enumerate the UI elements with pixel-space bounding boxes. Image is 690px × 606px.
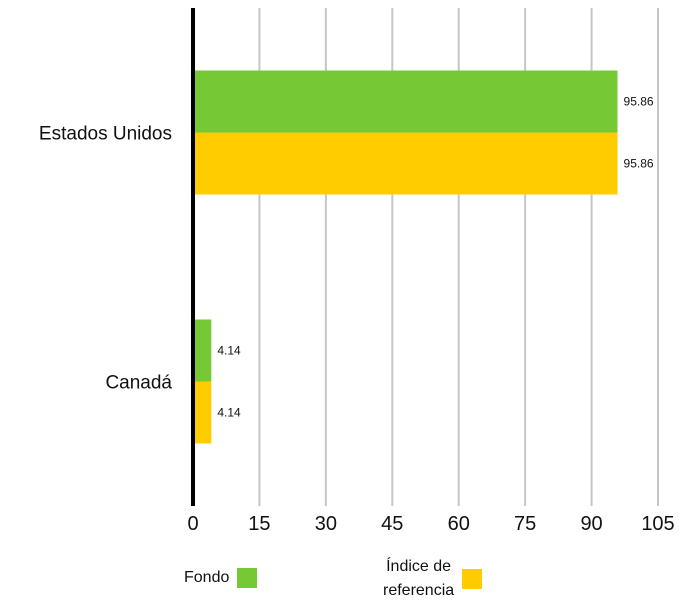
legend-item-indice: Índice de referencia xyxy=(383,555,483,603)
category-label: Canadá xyxy=(105,373,172,394)
x-tick-label: 15 xyxy=(248,513,270,535)
data-label: 95.86 xyxy=(624,157,654,171)
legend-label-indice-line1: Índice de xyxy=(386,558,452,575)
x-tick-label: 0 xyxy=(187,513,198,535)
x-tick-label: 90 xyxy=(580,513,602,535)
data-labels: 95.86 95.86 4.14 4.14 xyxy=(217,95,654,420)
x-tick-label: 45 xyxy=(381,513,403,535)
legend-label-indice-line2: referencia xyxy=(383,582,455,599)
category-label: Estados Unidos xyxy=(39,124,172,145)
data-label: 95.86 xyxy=(624,95,654,109)
bar xyxy=(195,381,212,444)
bar xyxy=(195,319,212,382)
bar xyxy=(195,132,618,195)
bar xyxy=(195,70,618,133)
legend-item-fondo: Fondo xyxy=(184,566,258,590)
category-labels: Estados Unidos Canadá xyxy=(39,124,173,394)
legend-label-indice: Índice de referencia xyxy=(383,555,454,603)
data-label: 4.14 xyxy=(217,344,241,358)
x-tick-labels: 0 15 30 45 60 75 90 105 xyxy=(187,513,674,535)
x-tick-label: 60 xyxy=(448,513,470,535)
x-tick-label: 75 xyxy=(514,513,536,535)
bars xyxy=(195,70,618,444)
x-tick-label: 30 xyxy=(315,513,337,535)
legend-swatch-indice xyxy=(462,569,483,589)
x-tick-label: 105 xyxy=(641,513,674,535)
data-label: 4.14 xyxy=(217,406,241,420)
legend-label-fondo: Fondo xyxy=(184,569,230,586)
legend-swatch-fondo xyxy=(237,568,258,588)
